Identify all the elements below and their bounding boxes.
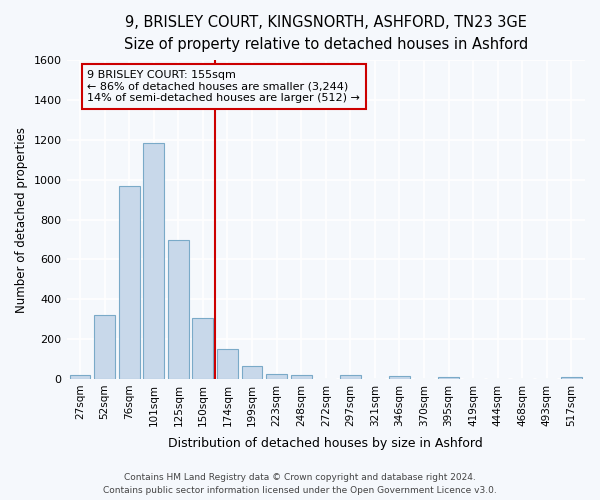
Title: 9, BRISLEY COURT, KINGSNORTH, ASHFORD, TN23 3GE
Size of property relative to det: 9, BRISLEY COURT, KINGSNORTH, ASHFORD, T… <box>124 15 528 52</box>
Bar <box>217 349 238 379</box>
X-axis label: Distribution of detached houses by size in Ashford: Distribution of detached houses by size … <box>169 437 483 450</box>
Text: 9 BRISLEY COURT: 155sqm
← 86% of detached houses are smaller (3,244)
14% of semi: 9 BRISLEY COURT: 155sqm ← 86% of detache… <box>87 70 360 103</box>
Bar <box>70 375 91 379</box>
Bar <box>266 374 287 379</box>
Bar <box>340 375 361 379</box>
Bar <box>389 376 410 379</box>
Bar <box>119 186 140 379</box>
Text: Contains HM Land Registry data © Crown copyright and database right 2024.
Contai: Contains HM Land Registry data © Crown c… <box>103 474 497 495</box>
Bar <box>291 375 311 379</box>
Bar <box>242 366 262 379</box>
Y-axis label: Number of detached properties: Number of detached properties <box>15 126 28 312</box>
Bar <box>143 143 164 379</box>
Bar <box>438 377 459 379</box>
Bar <box>94 315 115 379</box>
Bar <box>168 240 189 379</box>
Bar <box>561 377 582 379</box>
Bar <box>193 318 214 379</box>
